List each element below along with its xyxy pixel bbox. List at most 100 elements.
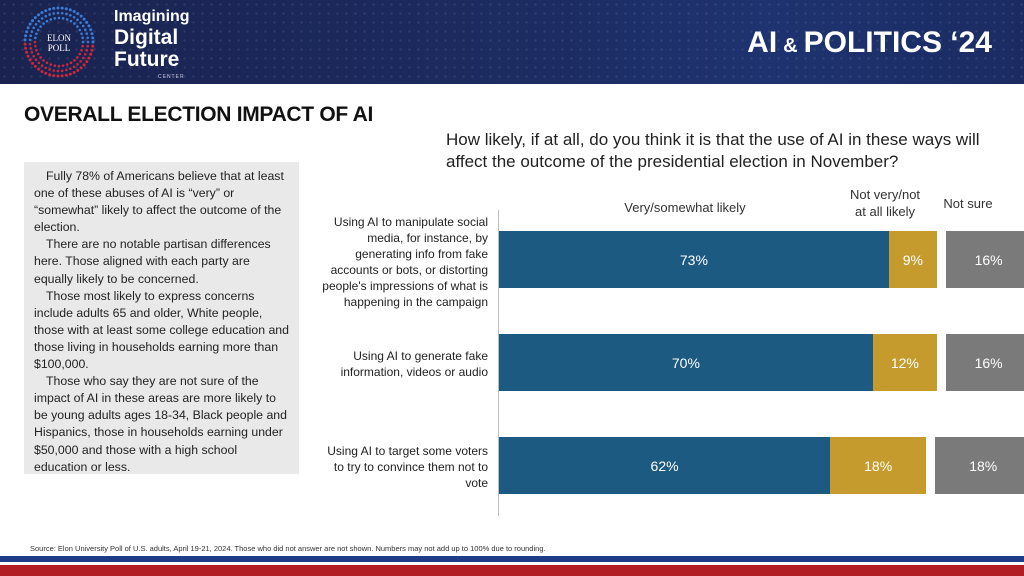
- logo-dot: [29, 34, 32, 37]
- logo-dot: [36, 28, 40, 32]
- bar-value-label: 16%: [974, 354, 1003, 371]
- logo-dot: [34, 36, 37, 40]
- logo-dot: [25, 50, 29, 54]
- logo-dot: [37, 13, 41, 17]
- logo-dot: [44, 71, 48, 75]
- bar-not-sure-row-1: 16%: [945, 231, 1024, 288]
- logo-dot: [34, 22, 38, 26]
- logo-text-top: ELON: [47, 33, 71, 43]
- logo-dot: [56, 74, 60, 78]
- footer-stripe-blue: [0, 556, 1024, 562]
- logo-dot: [91, 44, 95, 48]
- logo-dot: [30, 51, 34, 54]
- logo-dot: [39, 25, 42, 28]
- summary-paragraph: Fully 78% of Americans believe that at l…: [34, 169, 284, 235]
- logo-dot: [42, 59, 45, 62]
- header-title-part1: AI: [747, 26, 778, 59]
- logo-dot: [49, 63, 53, 66]
- logo-dot: [33, 64, 37, 68]
- logo-dot: [37, 67, 41, 71]
- column-header-not-sure: Not sure: [943, 196, 993, 211]
- header-banner: ELON POLL Imagining Digital Future CENTE…: [0, 0, 1024, 84]
- logo-dot: [28, 38, 32, 42]
- logo-dot: [65, 12, 68, 16]
- bar-value-label: 16%: [974, 251, 1003, 268]
- logo-dot: [81, 44, 84, 48]
- logo-dot: [48, 68, 51, 71]
- logo-dot: [89, 28, 93, 32]
- logo-dot: [86, 44, 89, 48]
- logo-dot: [76, 56, 79, 59]
- column-header-not-likely-line2: at all likely: [855, 204, 915, 219]
- logo-dot: [35, 48, 38, 52]
- logo-dot: [31, 19, 35, 23]
- logo-dot: [65, 63, 69, 66]
- logo-dot: [76, 12, 80, 16]
- logo-dot: [40, 64, 44, 67]
- logo-dot: [57, 64, 61, 68]
- logo-dot: [72, 15, 76, 19]
- logo-dot: [52, 6, 56, 10]
- brand-wordmark: Imagining Digital Future CENTER: [114, 9, 190, 80]
- logo-dot: [28, 22, 32, 26]
- logo-dot: [79, 21, 82, 24]
- logo-dot: [80, 48, 83, 52]
- summary-paragraph: Those who say they are not sure of the i…: [34, 374, 287, 474]
- summary-paragraph: There are no notable partisan difference…: [34, 237, 271, 286]
- logo-dot: [65, 18, 69, 21]
- logo-dot: [44, 14, 48, 18]
- logo-dot: [31, 61, 35, 65]
- logo-dot: [40, 69, 44, 73]
- header-title-amp: &: [783, 35, 798, 57]
- logo-dot: [85, 60, 89, 64]
- logo-dot: [85, 32, 89, 35]
- logo-dot: [72, 65, 76, 69]
- column-header-likely: Very/somewhat likely: [624, 200, 746, 215]
- logo-dot: [91, 36, 95, 40]
- logo-dot: [60, 69, 64, 73]
- survey-question: How likely, if at all, do you think it i…: [446, 130, 980, 171]
- logo-dot: [68, 72, 72, 76]
- logo-dot: [32, 26, 36, 30]
- logo-dot: [80, 32, 83, 36]
- header-title-part2: POLITICS ‘24: [803, 26, 992, 59]
- row-label-target-voters: Using AI to target some voters to try to…: [327, 444, 488, 490]
- logo-dot: [26, 26, 30, 30]
- bar-not-likely-row-1: 9%: [888, 231, 937, 288]
- brand-line-2: Digital: [114, 26, 179, 49]
- logo-dot: [72, 70, 76, 74]
- logo-dot: [60, 6, 64, 10]
- logo-dot: [53, 17, 57, 20]
- logo-dot: [44, 9, 48, 13]
- logo-dot: [81, 24, 85, 28]
- column-header-not-likely: Not very/not at all likely: [828, 186, 942, 220]
- logo-text-bottom: POLL: [48, 43, 71, 53]
- logo-dot: [81, 40, 85, 44]
- bar-not-sure-row-3: 18%: [935, 437, 1024, 494]
- summary-panel: Fully 78% of Americans believe that at l…: [24, 162, 299, 474]
- logo-dot: [90, 32, 94, 36]
- bar-not-sure-row-2: 16%: [945, 334, 1024, 391]
- footer-stripe-red: [0, 565, 1024, 576]
- logo-dot: [48, 73, 52, 77]
- bar-value-label: 73%: [679, 251, 708, 268]
- column-header-not-likely-line1: Not very/not: [849, 187, 921, 202]
- logo-dot: [56, 11, 60, 15]
- logo-dot: [85, 20, 89, 24]
- logo-dot: [36, 52, 40, 56]
- logo-dot: [37, 61, 41, 65]
- logo-dot: [48, 13, 51, 16]
- logo-dot: [44, 66, 48, 70]
- logo-dot: [30, 30, 34, 33]
- logo-dot: [87, 24, 91, 28]
- logo-dot: [52, 69, 56, 72]
- logo-dot: [34, 58, 38, 62]
- logo-dot: [65, 68, 68, 72]
- logo-dot: [49, 18, 53, 21]
- logo-dot: [81, 36, 84, 40]
- bar-value-label: 12%: [890, 354, 919, 371]
- logo-dot: [76, 68, 80, 72]
- logo-dot: [29, 47, 32, 50]
- logo-dot: [85, 49, 89, 52]
- logo-dot: [83, 53, 87, 56]
